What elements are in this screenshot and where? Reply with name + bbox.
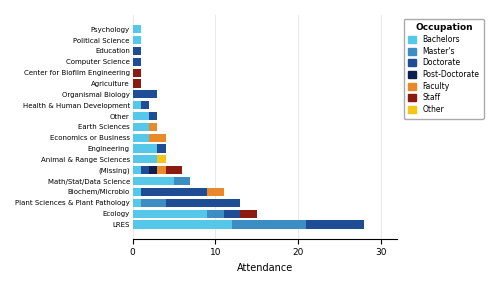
Bar [132, 69, 141, 77]
Bar [132, 90, 158, 98]
Bar [132, 79, 141, 88]
Bar [149, 112, 158, 120]
Bar [132, 58, 141, 66]
Bar [132, 155, 158, 164]
Bar [132, 166, 141, 174]
Bar [132, 36, 141, 44]
Bar [141, 188, 207, 196]
Bar [166, 166, 182, 174]
Bar [149, 166, 158, 174]
Bar [132, 112, 149, 120]
Bar [158, 155, 166, 164]
Bar [132, 123, 149, 131]
Bar [132, 177, 174, 185]
X-axis label: Attendance: Attendance [237, 263, 293, 273]
Bar [306, 220, 364, 229]
Bar [132, 220, 232, 229]
Bar [224, 210, 240, 218]
Bar [149, 123, 158, 131]
Bar [132, 188, 141, 196]
Bar [141, 166, 149, 174]
Bar [174, 177, 190, 185]
Bar [149, 134, 166, 142]
Bar [132, 145, 158, 153]
Bar [141, 199, 166, 207]
Bar [132, 101, 141, 109]
Bar [207, 188, 224, 196]
Bar [132, 25, 141, 33]
Bar [240, 210, 256, 218]
Bar [158, 145, 166, 153]
Legend: Bachelors, Master's, Doctorate, Post-Doctorate, Faculty, Staff, Other: Bachelors, Master's, Doctorate, Post-Doc… [404, 19, 484, 119]
Bar [132, 47, 141, 55]
Bar [207, 210, 224, 218]
Bar [232, 220, 306, 229]
Bar [158, 166, 166, 174]
Bar [166, 199, 240, 207]
Bar [141, 101, 149, 109]
Bar [132, 199, 141, 207]
Bar [132, 134, 149, 142]
Bar [132, 210, 207, 218]
